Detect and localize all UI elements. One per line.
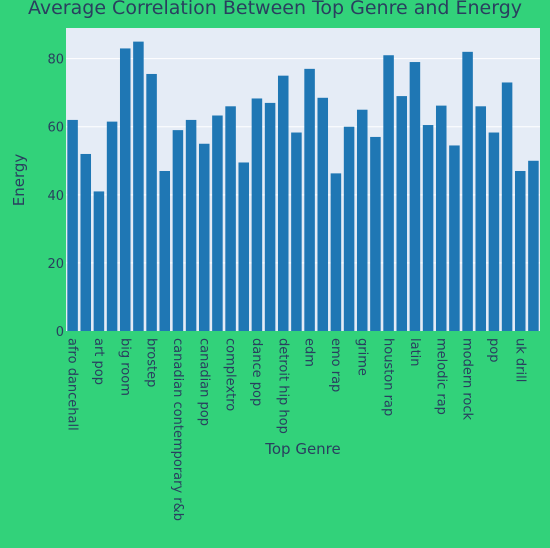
y-tick-label: 0	[56, 325, 64, 340]
bar	[514, 170, 526, 331]
bar	[343, 126, 355, 331]
x-tick-label: melodic rap	[433, 338, 448, 415]
chart-title: Average Correlation Between Top Genre an…	[28, 0, 522, 19]
x-tick-label: brostep	[144, 338, 159, 387]
bar	[225, 106, 236, 331]
y-tick-label: 60	[47, 121, 64, 136]
x-tick-label: houston rap	[381, 338, 396, 416]
bar	[356, 109, 368, 332]
x-tick-label: emo rap	[328, 338, 343, 392]
x-axis-ticks: afro dancehall art pop big room brostep cana…	[65, 338, 528, 521]
bar	[435, 105, 447, 332]
bar	[291, 132, 302, 331]
bar	[159, 170, 171, 331]
bar	[80, 153, 92, 331]
bar	[93, 191, 105, 331]
x-tick-label: modern rock	[460, 338, 475, 421]
bar	[67, 119, 78, 331]
bar	[198, 143, 210, 331]
bar	[277, 75, 289, 331]
bar	[185, 119, 197, 331]
y-tick-label: 40	[47, 189, 64, 204]
bar	[462, 51, 473, 331]
bar	[409, 62, 421, 331]
x-tick-label: edm	[302, 338, 317, 367]
x-tick-label: pop	[486, 338, 501, 362]
bar	[475, 106, 487, 331]
bar	[212, 115, 223, 331]
x-tick-label: latin	[407, 338, 422, 367]
y-tick-label: 20	[47, 257, 64, 272]
x-axis-title: Top Genre	[264, 440, 341, 458]
bar	[422, 125, 434, 331]
bar	[396, 96, 408, 331]
bar	[501, 82, 513, 331]
bars	[67, 41, 539, 332]
bar	[317, 97, 329, 331]
bar	[264, 102, 276, 332]
bar	[528, 160, 539, 331]
x-tick-label: uk drill	[512, 338, 527, 382]
bar	[146, 73, 157, 332]
bar	[383, 55, 394, 332]
bar	[238, 162, 250, 331]
y-axis-title: Energy	[10, 154, 28, 207]
x-tick-label: canadian contemporary r&b	[170, 338, 185, 521]
x-tick-label: grime	[354, 338, 369, 376]
x-tick-label: art pop	[91, 338, 106, 385]
bar	[330, 173, 342, 331]
bar	[133, 41, 144, 332]
bar	[119, 48, 131, 332]
gridlines	[66, 58, 540, 264]
bar	[106, 121, 118, 332]
x-tick-label: afro dancehall	[65, 338, 80, 431]
y-axis-ticks: 0 20 40 60 80	[47, 53, 64, 340]
bar	[251, 98, 263, 331]
plot-area	[66, 28, 540, 331]
bar	[488, 132, 500, 331]
x-tick-label: big room	[117, 338, 132, 396]
bar	[449, 145, 460, 331]
x-tick-label: dance pop	[249, 338, 264, 406]
x-tick-label: detroit hip hop	[275, 338, 290, 434]
x-tick-label: canadian pop	[196, 338, 211, 426]
bar	[304, 68, 315, 331]
y-tick-label: 80	[47, 53, 64, 68]
x-tick-label: complextro	[223, 338, 238, 411]
bar	[370, 136, 381, 331]
bar	[172, 130, 184, 331]
